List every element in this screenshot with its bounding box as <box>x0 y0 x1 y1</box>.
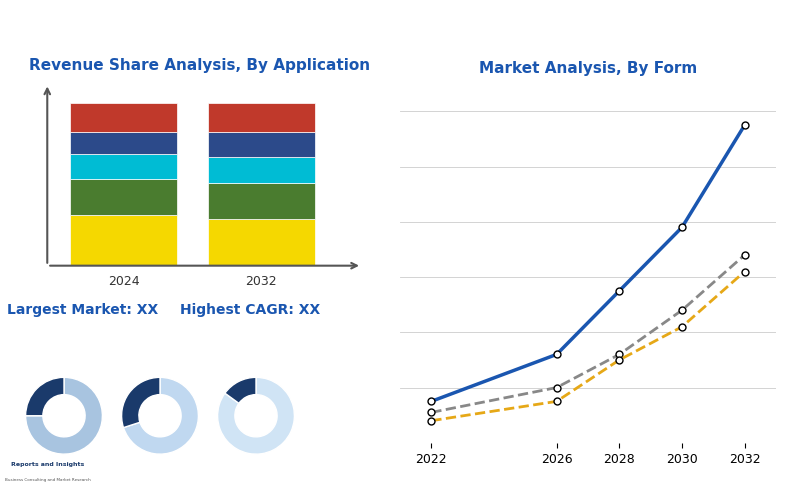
Wedge shape <box>123 377 198 454</box>
Text: Business Consulting and Market Research: Business Consulting and Market Research <box>5 478 91 482</box>
Bar <box>208 132 314 157</box>
Bar <box>208 219 314 266</box>
Text: Reports and Insights: Reports and Insights <box>11 462 85 467</box>
Text: Highest CAGR: XX: Highest CAGR: XX <box>180 303 321 317</box>
Wedge shape <box>218 377 294 454</box>
Title: Market Analysis, By Form: Market Analysis, By Form <box>479 61 697 76</box>
Title: Revenue Share Analysis, By Application: Revenue Share Analysis, By Application <box>30 59 370 73</box>
Text: GLOBAL SAVORY VEGETABLE FLAVOURS MARKET SEGMENT ANALYSIS: GLOBAL SAVORY VEGETABLE FLAVOURS MARKET … <box>12 22 604 37</box>
Bar <box>70 154 177 179</box>
Bar <box>70 103 177 132</box>
Bar <box>70 179 177 215</box>
Bar <box>208 103 314 132</box>
Wedge shape <box>26 377 102 454</box>
Text: 2032: 2032 <box>246 276 277 288</box>
Wedge shape <box>225 377 256 403</box>
Text: Largest Market: XX: Largest Market: XX <box>6 303 158 317</box>
Bar <box>208 183 314 219</box>
Bar <box>70 132 177 154</box>
Bar <box>70 215 177 266</box>
Wedge shape <box>26 377 64 416</box>
Wedge shape <box>122 377 160 428</box>
Text: 2024: 2024 <box>108 276 139 288</box>
Bar <box>208 157 314 183</box>
